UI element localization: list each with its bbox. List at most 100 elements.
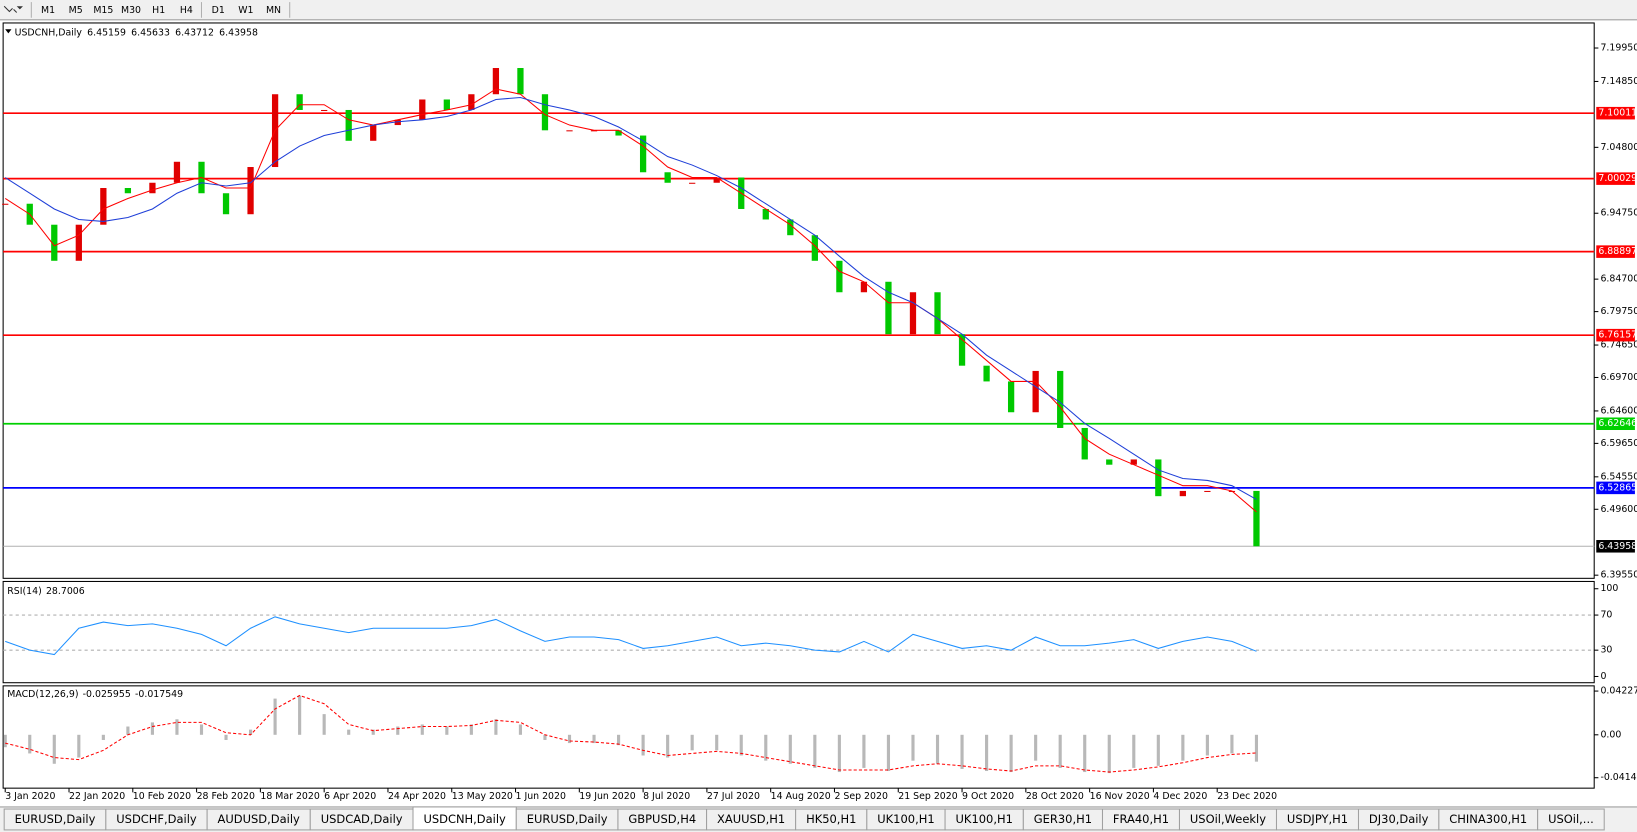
macd-bar xyxy=(445,726,449,735)
candle xyxy=(124,188,132,194)
tab-label[interactable]: XAUUSD,H1 xyxy=(717,812,785,826)
timeframe-button[interactable]: H4 xyxy=(180,5,193,16)
macd-bar xyxy=(371,729,375,735)
tab-label[interactable]: USOil,Weekly xyxy=(1190,812,1266,826)
y-tick-label: 7.19950 xyxy=(1600,43,1637,54)
indicator-header: MACD(12,26,9) -0.025955 -0.017549 xyxy=(7,689,183,700)
macd-bar xyxy=(764,734,768,761)
timeframe-button[interactable]: M5 xyxy=(69,5,83,16)
y-tick-label: 6.39550 xyxy=(1600,570,1637,581)
macd-bar xyxy=(518,724,523,735)
macd-bar xyxy=(837,734,841,773)
macd-bar xyxy=(1156,734,1160,766)
price-level-tag xyxy=(1596,245,1635,258)
macd-bar xyxy=(960,734,964,769)
candle xyxy=(1057,370,1064,428)
y-tick-label: 6.49600 xyxy=(1600,504,1637,515)
candle xyxy=(517,68,524,95)
tab-label[interactable]: UK100,H1 xyxy=(956,812,1013,826)
candle xyxy=(222,193,230,215)
tab-label[interactable]: GBPUSD,H4 xyxy=(628,812,696,826)
y-tick-label: 6.64600 xyxy=(1600,405,1637,416)
candle xyxy=(639,135,647,173)
timeframe-button[interactable]: MN xyxy=(266,5,281,16)
timeframe-button[interactable]: M30 xyxy=(121,5,141,16)
y-tick-label: 30 xyxy=(1600,645,1612,656)
tab-label[interactable]: AUDUSD,Daily xyxy=(218,812,300,826)
macd-bar xyxy=(690,734,694,751)
macd-bar xyxy=(298,695,302,735)
macd-bar xyxy=(641,734,645,756)
x-tick-label: 18 Mar 2020 xyxy=(260,791,319,802)
candle xyxy=(1204,490,1211,492)
candle xyxy=(370,125,377,141)
candle xyxy=(247,167,254,215)
tab-label[interactable]: GER30,H1 xyxy=(1034,812,1092,826)
tab-label[interactable]: CHINA300,H1 xyxy=(1449,812,1527,826)
macd-bar xyxy=(494,719,498,735)
macd-bar xyxy=(617,734,621,746)
cursor-icon[interactable] xyxy=(3,5,18,13)
x-tick-label: 22 Jan 2020 xyxy=(69,791,125,802)
candle xyxy=(468,94,475,110)
tab-label[interactable]: EURUSD,Daily xyxy=(15,812,96,826)
price-level-label: 7.10011 xyxy=(1598,108,1637,119)
indicator-title: MACD(12,26,9) xyxy=(7,689,78,700)
tab-label[interactable]: USDCHF,Daily xyxy=(116,812,197,826)
macd-bar xyxy=(77,734,81,758)
chart-header: USDCNH,Daily 6.45159 6.45633 6.43712 6.43958 xyxy=(15,27,258,38)
timeframe-button[interactable]: H1 xyxy=(152,5,165,16)
tab-label[interactable]: USDCNH,Daily xyxy=(423,812,506,826)
current-price-label: 6.43958 xyxy=(1598,541,1637,552)
candle xyxy=(934,292,941,335)
y-tick-label: 0 xyxy=(1600,671,1606,682)
candle xyxy=(1106,459,1113,465)
macd-bar xyxy=(739,734,743,756)
timeframe-button[interactable]: D1 xyxy=(212,5,225,16)
macd-bar xyxy=(1034,734,1038,761)
candle xyxy=(1032,370,1039,413)
candle xyxy=(811,235,818,261)
candle xyxy=(345,109,352,141)
tab-label[interactable]: USDJPY,H1 xyxy=(1287,812,1348,826)
candle xyxy=(1253,490,1260,547)
candle xyxy=(713,177,720,183)
dropdown-arrow[interactable] xyxy=(16,6,23,10)
macd-bar xyxy=(715,734,719,751)
tab-label[interactable]: EURUSD,Daily xyxy=(527,812,608,826)
indicator-value: 28.7006 xyxy=(46,585,85,596)
timeframe-button[interactable]: W1 xyxy=(238,5,253,16)
candle xyxy=(2,203,9,205)
tab-label[interactable]: DJ30,Daily xyxy=(1369,812,1429,826)
candle xyxy=(296,94,303,110)
candle xyxy=(394,119,401,126)
tab-label[interactable]: FRA40,H1 xyxy=(1113,812,1169,826)
timeframe-button[interactable]: M15 xyxy=(93,5,113,16)
tab-label[interactable]: USOil,... xyxy=(1548,812,1594,826)
x-tick-label: 23 Dec 2020 xyxy=(1217,791,1277,802)
x-tick-label: 19 Jun 2020 xyxy=(579,791,635,802)
x-tick-label: 24 Apr 2020 xyxy=(388,791,446,802)
x-tick-label: 9 Oct 2020 xyxy=(962,791,1014,802)
candle xyxy=(1081,427,1088,460)
tab[interactable] xyxy=(1537,808,1605,831)
macd-bar xyxy=(1254,734,1259,762)
candle xyxy=(1130,459,1137,465)
y-tick-label: 6.94750 xyxy=(1600,208,1637,219)
candle xyxy=(860,281,868,293)
candle xyxy=(492,68,500,95)
tab-label[interactable]: UK100,H1 xyxy=(877,812,934,826)
x-tick-label: 3 Jan 2020 xyxy=(5,791,55,802)
macd-bar xyxy=(150,722,154,735)
tab-label[interactable]: USDCAD,Daily xyxy=(321,812,403,826)
x-tick-label: 10 Feb 2020 xyxy=(133,791,191,802)
tab-label[interactable]: HK50,H1 xyxy=(806,812,856,826)
macd-bar xyxy=(567,734,572,744)
x-tick-label: 14 Aug 2020 xyxy=(771,791,831,802)
x-tick-label: 6 Apr 2020 xyxy=(324,791,376,802)
timeframe-button[interactable]: M1 xyxy=(41,5,55,16)
indicator-line xyxy=(4,96,1257,500)
toolbar xyxy=(0,0,1637,20)
indicator-panel xyxy=(2,685,1595,789)
